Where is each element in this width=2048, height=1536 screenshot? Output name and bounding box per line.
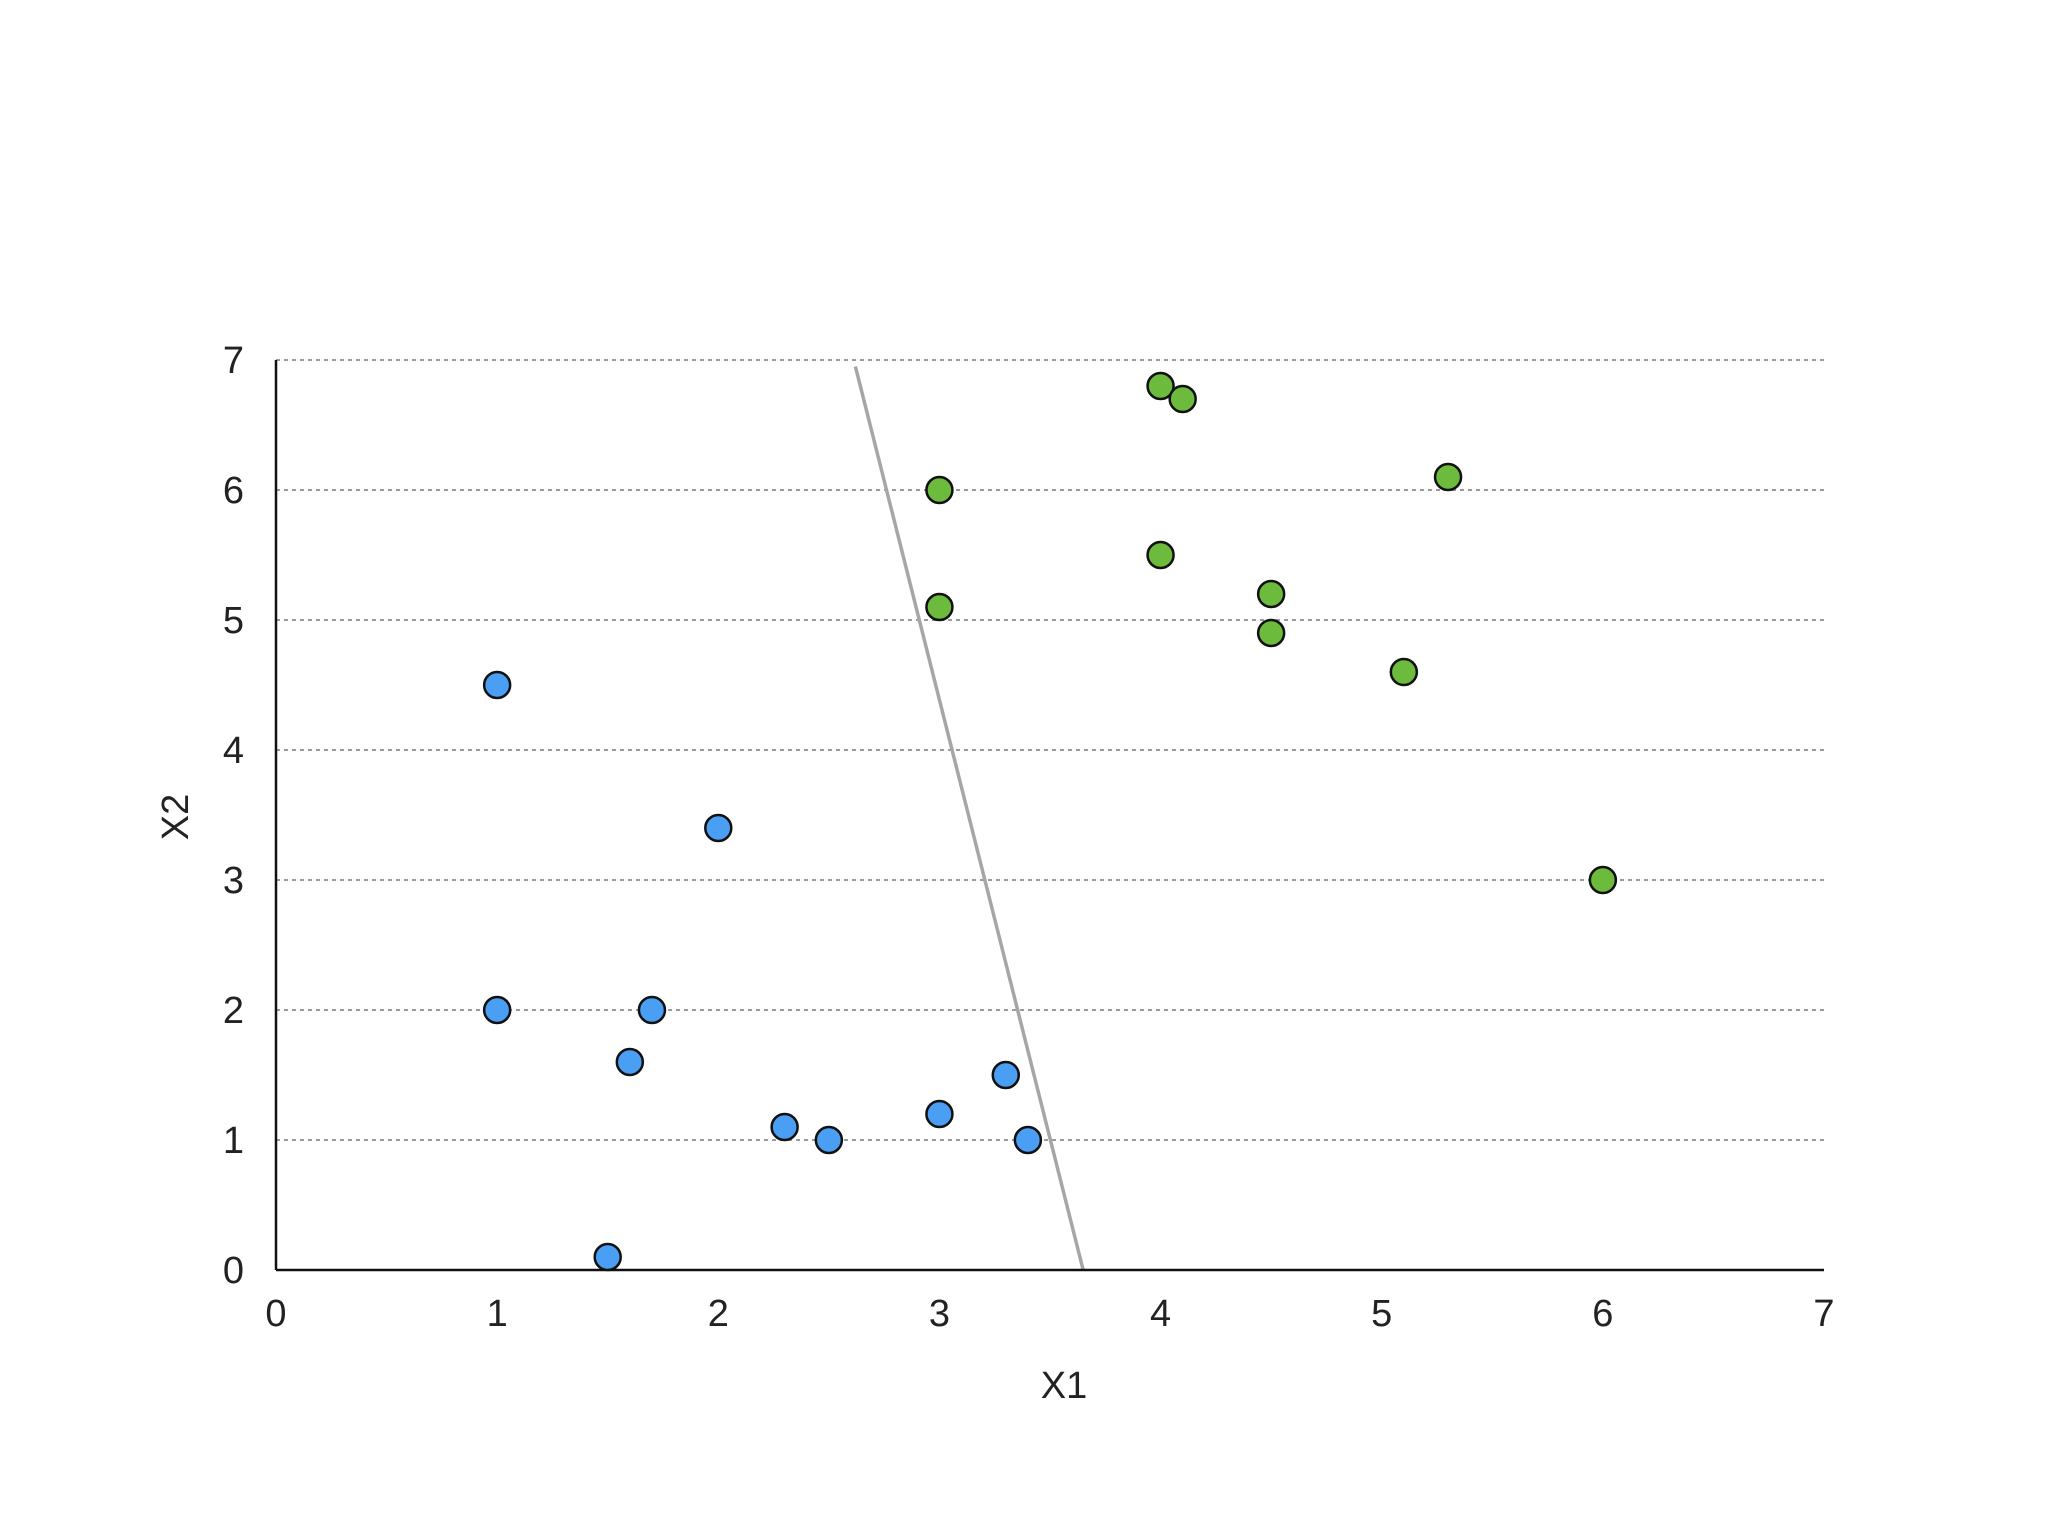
- data-point: [925, 592, 954, 622]
- y-tick-label: 5: [223, 600, 244, 642]
- y-tick-label: 3: [223, 860, 244, 902]
- data-point: [1389, 657, 1419, 687]
- x-tick-label: 1: [487, 1293, 508, 1335]
- axes: [274, 360, 1824, 1272]
- y-tick-label: 7: [223, 340, 244, 382]
- y-tick-label: 2: [223, 990, 244, 1032]
- y-tick-label: 0: [223, 1250, 244, 1292]
- decision-boundary: [853, 366, 1085, 1271]
- x-tick-label: 5: [1371, 1293, 1392, 1335]
- data-point: [637, 995, 667, 1025]
- x-tick-label: 4: [1150, 1293, 1171, 1335]
- data-point: [1256, 618, 1286, 648]
- data-point: [1146, 371, 1175, 401]
- x-axis-title: X1: [1041, 1365, 1087, 1407]
- x-axis-ticks: 0 1 2 3 4 5 6 7: [265, 1293, 1834, 1335]
- data-point: [593, 1242, 622, 1272]
- data-point: [1168, 384, 1197, 414]
- y-tick-label: 1: [223, 1120, 244, 1162]
- separator-line: [853, 366, 1085, 1271]
- data-point: [1588, 865, 1618, 895]
- x-tick-label: 0: [265, 1293, 286, 1335]
- data-point: [1433, 462, 1463, 492]
- data-point: [704, 813, 733, 843]
- y-tick-label: 6: [223, 470, 244, 512]
- data-point: [925, 1099, 954, 1129]
- x-tick-label: 6: [1592, 1293, 1613, 1335]
- data-point: [991, 1060, 1021, 1090]
- y-axis-ticks: 0 1 2 3 4 5 6 7: [223, 340, 244, 1292]
- grid-lines: [276, 359, 1824, 1141]
- data-point: [482, 995, 512, 1025]
- data-point: [1146, 540, 1175, 570]
- data-point: [482, 670, 512, 700]
- data-point: [1013, 1125, 1043, 1155]
- x-tick-label: 2: [708, 1293, 729, 1335]
- data-point: [814, 1125, 844, 1155]
- x-tick-label: 7: [1813, 1293, 1834, 1335]
- y-tick-label: 4: [223, 730, 244, 772]
- data-point: [925, 475, 954, 505]
- data-point: [1256, 579, 1286, 609]
- y-axis-title: X2: [155, 794, 197, 840]
- data-point: [770, 1112, 799, 1142]
- data-point: [615, 1047, 645, 1077]
- data-points: [482, 371, 1618, 1272]
- x-tick-label: 3: [929, 1293, 950, 1335]
